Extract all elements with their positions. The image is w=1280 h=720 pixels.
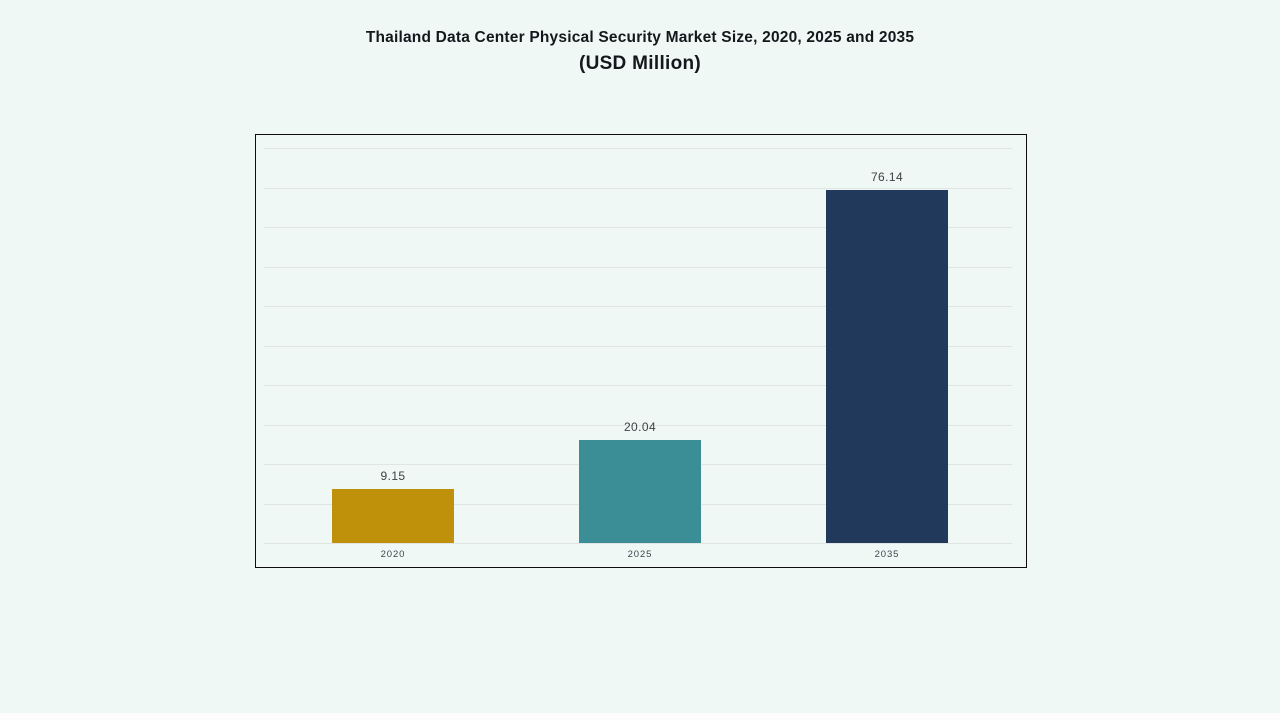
category-label: 2020	[380, 549, 406, 560]
chart-plot: 9.15 2020 20.04 2025 76.14 2035	[256, 135, 1026, 567]
bar-value-label: 76.14	[870, 170, 904, 184]
gridline	[264, 425, 1012, 426]
page-bottom-strip	[0, 713, 1280, 720]
chart-title: Thailand Data Center Physical Security M…	[365, 29, 915, 46]
gridline	[264, 188, 1012, 189]
chart-subtitle: (USD Million)	[578, 53, 702, 74]
bar-2020	[332, 489, 454, 543]
gridline	[264, 385, 1012, 386]
chart-title-block: Thailand Data Center Physical Security M…	[0, 28, 1280, 75]
gridline	[264, 346, 1012, 347]
gridline	[264, 267, 1012, 268]
category-label: 2025	[627, 549, 653, 560]
chart-area: 9.15 2020 20.04 2025 76.14 2035	[255, 134, 1027, 568]
gridline	[264, 227, 1012, 228]
gridline	[264, 543, 1012, 544]
category-label: 2035	[874, 549, 900, 560]
bar-2035	[826, 190, 948, 543]
bar-value-label: 9.15	[380, 469, 406, 483]
bar-value-label: 20.04	[623, 420, 657, 434]
bar-2025	[579, 440, 701, 543]
gridline	[264, 148, 1012, 149]
gridline	[264, 306, 1012, 307]
